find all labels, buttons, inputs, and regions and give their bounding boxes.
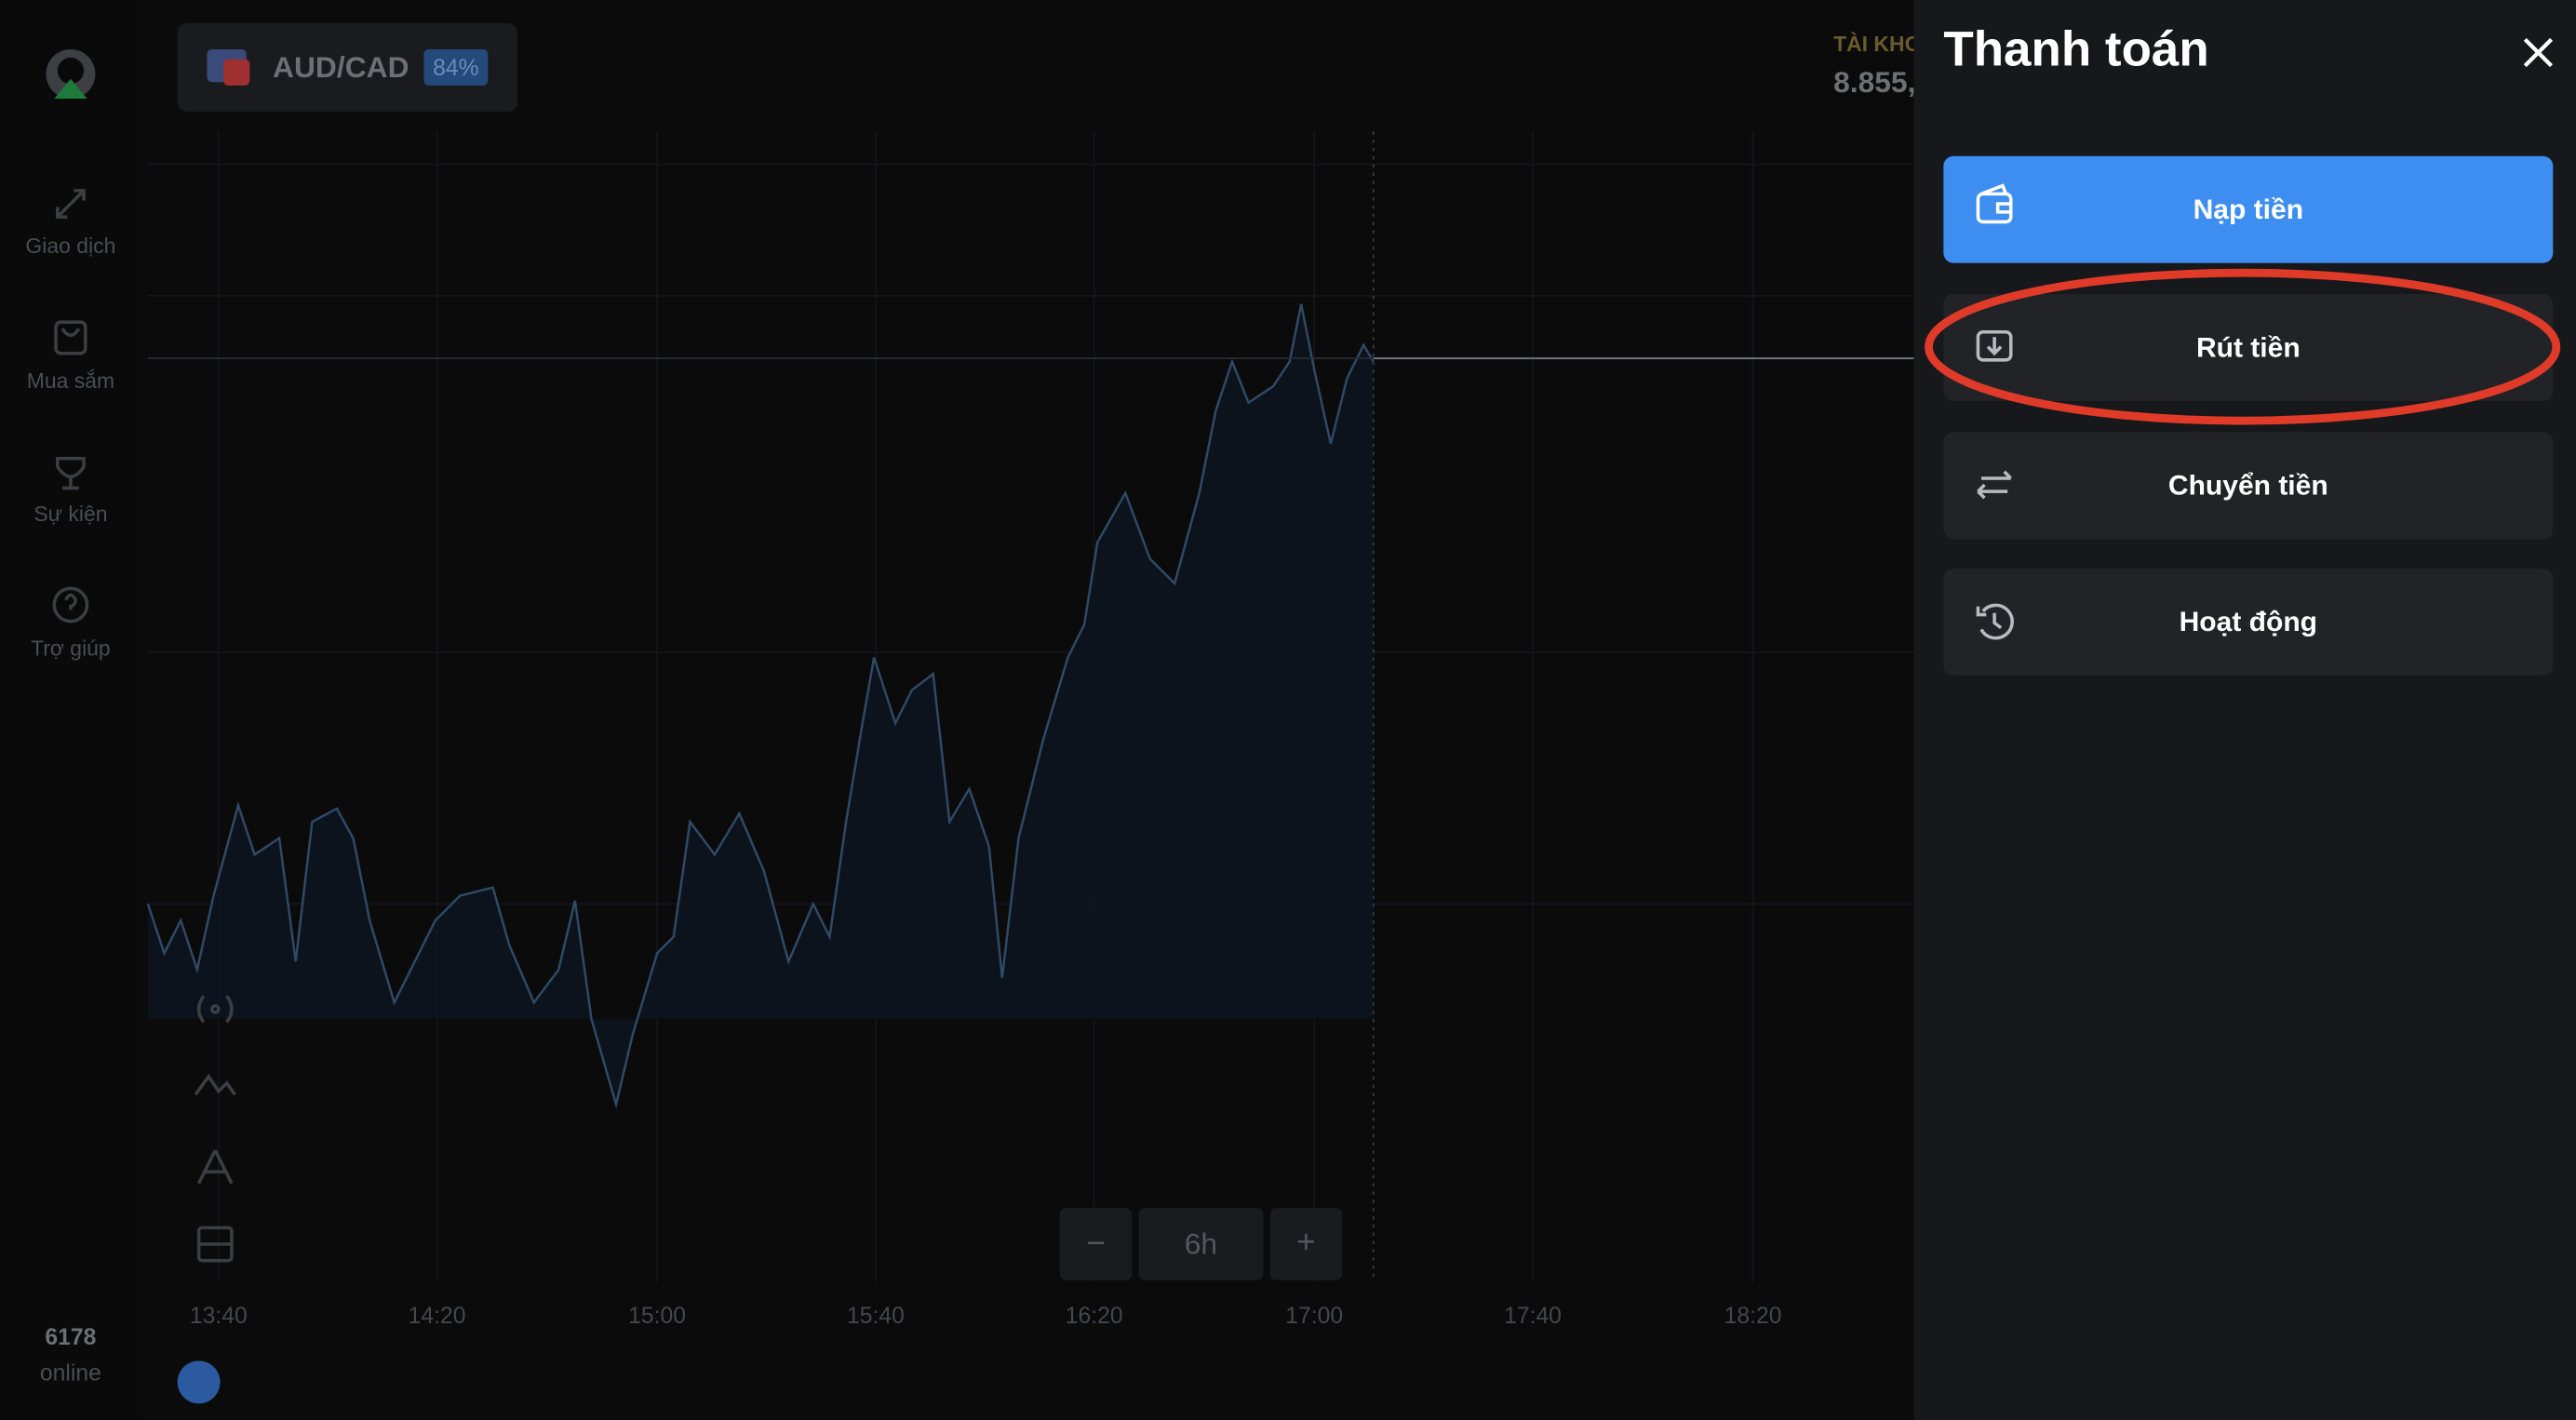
- deposit-button[interactable]: Nạp tiền: [1943, 155, 2554, 263]
- activity-button[interactable]: Hoạt động: [1943, 569, 2554, 676]
- nav-item[interactable]: Trợ giúp: [31, 636, 111, 662]
- nav-item[interactable]: Mua sắm: [26, 368, 115, 394]
- asset-name[interactable]: AUD/CAD: [273, 50, 409, 85]
- panel-title: Thanh toán: [1943, 22, 2209, 78]
- nav-item[interactable]: Sự kiện: [34, 501, 108, 527]
- time-label: 16:20: [1065, 1301, 1123, 1329]
- panel-icons: [1925, 183, 2561, 640]
- time-label: 14:20: [408, 1301, 466, 1329]
- online-count: 6178: [45, 1322, 97, 1350]
- close-button[interactable]: [2520, 34, 2556, 71]
- zoom-value: 6h: [1184, 1227, 1218, 1261]
- chart-area: [46, 22, 1914, 1404]
- time-label: 15:40: [846, 1301, 905, 1329]
- online-label: online: [39, 1359, 101, 1386]
- withdraw-button[interactable]: Rút tiền: [1943, 294, 2554, 401]
- time-label: 13:40: [189, 1301, 248, 1329]
- time-label: 17:40: [1504, 1301, 1562, 1329]
- zoom-in[interactable]: +: [1296, 1224, 1316, 1261]
- transfer-button[interactable]: Chuyển tiền: [1943, 432, 2554, 540]
- account-label: TÀI KHO: [1833, 31, 1922, 57]
- nav-item[interactable]: Giao dịch: [25, 233, 116, 259]
- payout: 84%: [433, 54, 479, 81]
- time-label: 17:00: [1285, 1301, 1344, 1329]
- balance: 8.855,: [1833, 65, 1916, 99]
- time-label: 15:00: [628, 1301, 687, 1329]
- zoom-out[interactable]: −: [1086, 1226, 1106, 1263]
- time-label: 18:20: [1724, 1301, 1782, 1329]
